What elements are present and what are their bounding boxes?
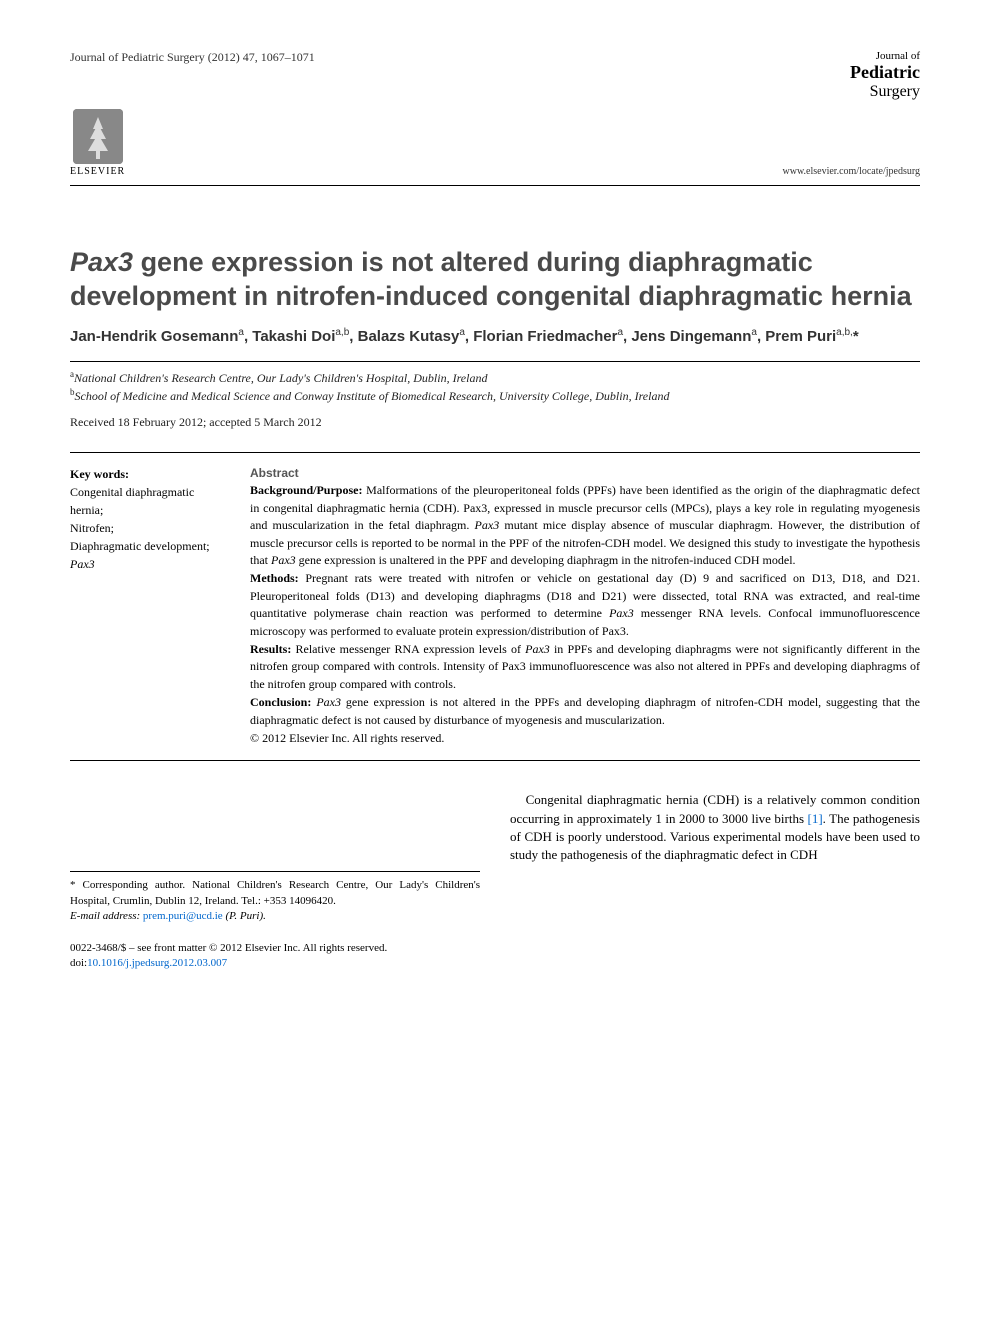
email-line: E-mail address: prem.puri@ucd.ie (P. Pur… (70, 909, 480, 924)
email-link[interactable]: prem.puri@ucd.ie (143, 910, 223, 922)
body-col-left: * Corresponding author. National Childre… (70, 791, 480, 971)
elsevier-logo: ELSEVIER (70, 109, 125, 177)
abstract-container: Key words: Congenital diaphragmatic hern… (70, 452, 920, 761)
background-label: Background/Purpose: (250, 483, 362, 497)
body-columns: * Corresponding author. National Childre… (70, 791, 920, 971)
abstract-methods: Methods: Pregnant rats were treated with… (250, 570, 920, 640)
keywords-items: Congenital diaphragmatic hernia;Nitrofen… (70, 483, 230, 573)
title-rest: gene expression is not altered during di… (70, 247, 912, 311)
citation: Journal of Pediatric Surgery (2012) 47, … (70, 50, 315, 65)
results-label: Results: (250, 642, 291, 656)
body-col-right: Congenital diaphragmatic hernia (CDH) is… (510, 791, 920, 971)
abstract-heading: Abstract (250, 465, 920, 482)
methods-label: Methods: (250, 571, 299, 585)
conclusion-text: Pax3 gene expression is not altered in t… (250, 695, 920, 726)
journal-url[interactable]: www.elsevier.com/locate/jpedsurg (783, 166, 920, 177)
doi-line: doi:10.1016/j.jpedsurg.2012.03.007 (70, 956, 480, 971)
journal-main: Pediatric (850, 62, 920, 83)
header-row: Journal of Pediatric Surgery (2012) 47, … (70, 50, 920, 101)
intro-paragraph: Congenital diaphragmatic hernia (CDH) is… (510, 791, 920, 864)
results-text: Relative messenger RNA expression levels… (250, 642, 920, 691)
article-dates: Received 18 February 2012; accepted 5 Ma… (70, 415, 920, 430)
conclusion-label: Conclusion: (250, 695, 311, 709)
publisher-name: ELSEVIER (70, 166, 125, 177)
abstract-background: Background/Purpose: Malformations of the… (250, 482, 920, 569)
journal-block: Journal of Pediatric Surgery (850, 50, 920, 101)
doi-prefix: doi: (70, 957, 87, 969)
abstract-column: Abstract Background/Purpose: Malformatio… (250, 465, 920, 748)
methods-text: Pregnant rats were treated with nitrofen… (250, 571, 920, 637)
title-italic: Pax3 (70, 247, 133, 277)
ref-1[interactable]: [1] (808, 811, 823, 826)
issn-line: 0022-3468/$ – see front matter © 2012 El… (70, 941, 480, 956)
abstract-copyright: © 2012 Elsevier Inc. All rights reserved… (250, 730, 920, 747)
keywords-column: Key words: Congenital diaphragmatic hern… (70, 465, 250, 748)
doi-link[interactable]: 10.1016/j.jpedsurg.2012.03.007 (87, 957, 227, 969)
email-attribution: (P. Puri). (225, 910, 265, 922)
affiliations: aNational Children's Research Centre, Ou… (70, 361, 920, 406)
elsevier-tree-icon (73, 109, 123, 164)
email-label: E-mail address: (70, 910, 140, 922)
journal-label: Journal of (850, 50, 920, 62)
abstract-results: Results: Relative messenger RNA expressi… (250, 641, 920, 693)
authors: Jan-Hendrik Gosemanna, Takashi Doia,b, B… (70, 326, 920, 347)
footer-info: 0022-3468/$ – see front matter © 2012 El… (70, 941, 480, 972)
article-title: Pax3 gene expression is not altered duri… (70, 246, 920, 314)
logo-row: ELSEVIER www.elsevier.com/locate/jpedsur… (70, 109, 920, 186)
abstract-conclusion: Conclusion: Pax3 gene expression is not … (250, 694, 920, 729)
corresponding-text: * Corresponding author. National Childre… (70, 878, 480, 909)
journal-sub: Surgery (850, 83, 920, 101)
corresponding-author: * Corresponding author. National Childre… (70, 871, 480, 924)
keywords-label: Key words: (70, 465, 230, 483)
